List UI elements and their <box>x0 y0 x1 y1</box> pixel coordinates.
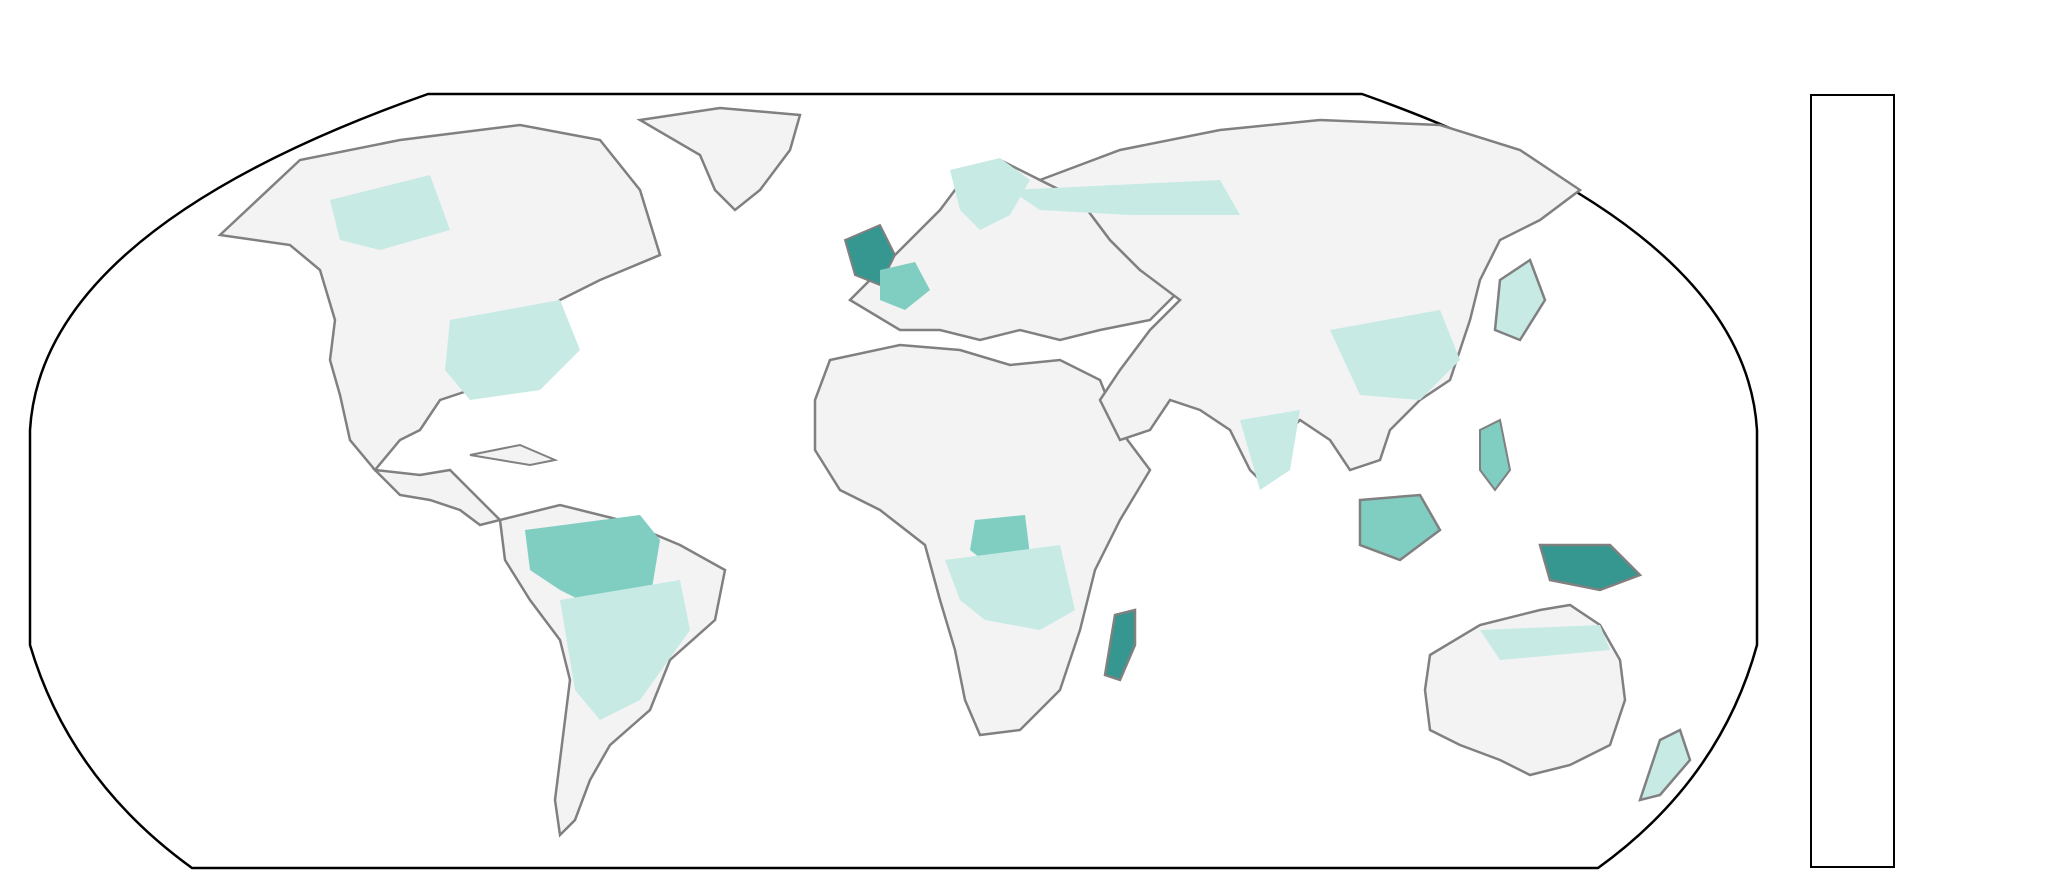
southam-south-highlight <box>560 580 690 720</box>
india-highlight <box>1240 410 1300 490</box>
new-guinea-land <box>1538 543 1643 592</box>
central-africa-highlight <box>945 545 1075 630</box>
indonesia-land <box>1358 493 1442 562</box>
greenland-land <box>636 106 802 212</box>
scandinavia-highlight <box>950 158 1030 230</box>
canada-highlight <box>330 175 450 250</box>
siberia-highlight <box>1010 180 1240 215</box>
japan-land <box>1493 258 1547 342</box>
china-highlight <box>1330 310 1460 400</box>
madagascar-land <box>1103 608 1137 682</box>
france-highlight <box>880 262 930 310</box>
eastern-us-highlight <box>445 300 580 400</box>
colorbar <box>1810 94 1895 868</box>
caribbean-land <box>469 443 559 467</box>
new-zealand-land <box>1638 728 1692 802</box>
amazon-highlight <box>525 515 660 610</box>
world-map <box>28 92 1759 870</box>
philippines-land <box>1479 418 1512 492</box>
australia-north-highlight <box>1480 625 1610 660</box>
